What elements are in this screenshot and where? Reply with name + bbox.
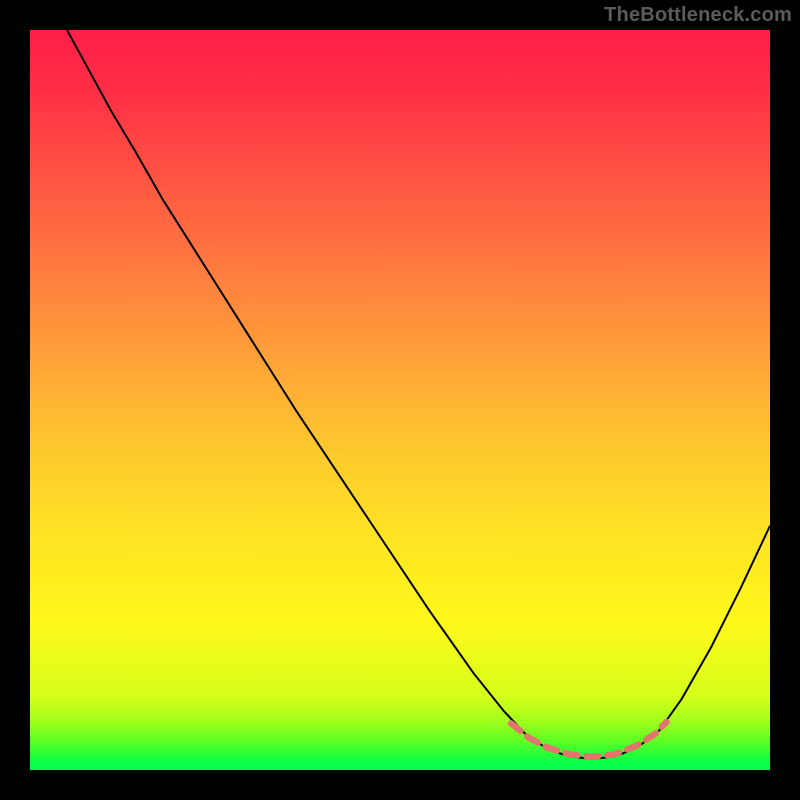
- plot-area: [30, 30, 770, 770]
- plot-background: [30, 30, 770, 770]
- watermark-text: TheBottleneck.com: [604, 4, 792, 27]
- chart-outer: TheBottleneck.com: [0, 0, 800, 800]
- plot-svg: [30, 30, 770, 770]
